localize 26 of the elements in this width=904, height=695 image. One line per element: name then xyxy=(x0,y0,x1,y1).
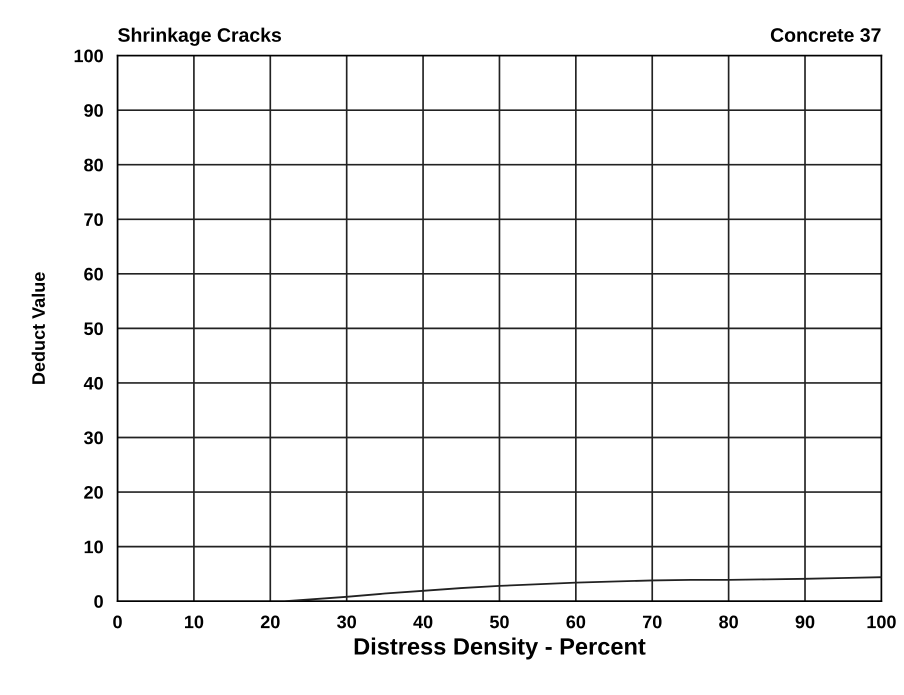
x-axis-title: Distress Density - Percent xyxy=(354,637,646,660)
y-tick-label: 60 xyxy=(84,268,103,281)
x-tick-label: 70 xyxy=(642,616,662,628)
x-tick-label: 60 xyxy=(566,616,586,628)
y-tick-label: 90 xyxy=(84,104,103,117)
y-tick-label: 0 xyxy=(94,595,103,608)
x-tick-label: 80 xyxy=(719,616,738,628)
x-tick-label: 10 xyxy=(185,616,204,628)
x-tick-label: 50 xyxy=(490,616,509,628)
x-tick-label: 30 xyxy=(337,616,356,628)
x-tick-label: 90 xyxy=(796,616,814,628)
y-tick-label: 30 xyxy=(84,431,103,444)
y-tick-label: 50 xyxy=(84,322,103,336)
y-tick-label: 80 xyxy=(84,158,103,172)
y-axis-title: Deduct Value xyxy=(32,272,45,384)
chart-subtitle: Concrete 37 xyxy=(770,28,881,42)
chart-title: Shrinkage Cracks xyxy=(118,28,282,46)
x-tick-label: 100 xyxy=(867,616,896,628)
x-tick-label: 0 xyxy=(113,616,122,628)
y-tick-label: 70 xyxy=(84,213,103,226)
y-tick-label: 40 xyxy=(84,376,103,390)
y-tick-label: 10 xyxy=(84,540,103,554)
y-tick-label: 20 xyxy=(84,486,103,499)
y-tick-label: 100 xyxy=(74,50,103,62)
x-tick-label: 20 xyxy=(260,616,280,628)
x-tick-label: 40 xyxy=(413,616,432,628)
